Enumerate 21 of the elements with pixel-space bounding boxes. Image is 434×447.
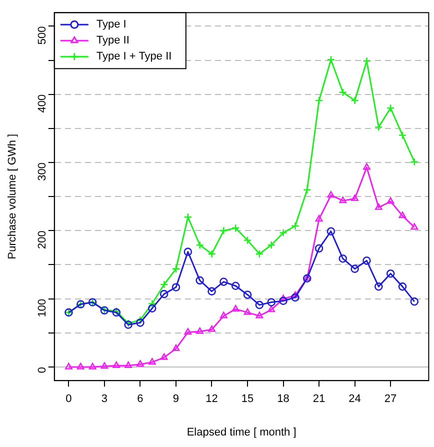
y-tick-label: 0: [36, 366, 48, 374]
y-axis-title: Purchase volume [ GWh ]: [6, 134, 19, 260]
y-tick-label: 100: [36, 298, 48, 318]
y-tick-label: 400: [36, 94, 48, 113]
x-tick-label: 0: [66, 393, 72, 406]
x-axis-title: Elapsed time [ month ]: [186, 426, 296, 438]
x-tick-label: 6: [137, 393, 144, 406]
y-tick-label: 300: [36, 162, 48, 181]
y-tick-label: 200: [36, 230, 48, 250]
x-tick-label: 27: [384, 393, 397, 406]
x-tick-label: 18: [277, 393, 290, 406]
legend-label: Type I + Type II: [96, 50, 172, 63]
legend-label: Type II: [96, 34, 130, 47]
legend-label: Type I: [96, 18, 126, 31]
x-tick-label: 15: [241, 393, 254, 406]
x-tick-label: 3: [101, 393, 108, 406]
x-tick-label: 12: [206, 393, 218, 406]
x-tick-label: 24: [348, 393, 361, 406]
x-tick-label: 9: [172, 393, 180, 406]
x-tick-label: 21: [312, 393, 326, 406]
y-tick-label: 500: [36, 26, 48, 45]
